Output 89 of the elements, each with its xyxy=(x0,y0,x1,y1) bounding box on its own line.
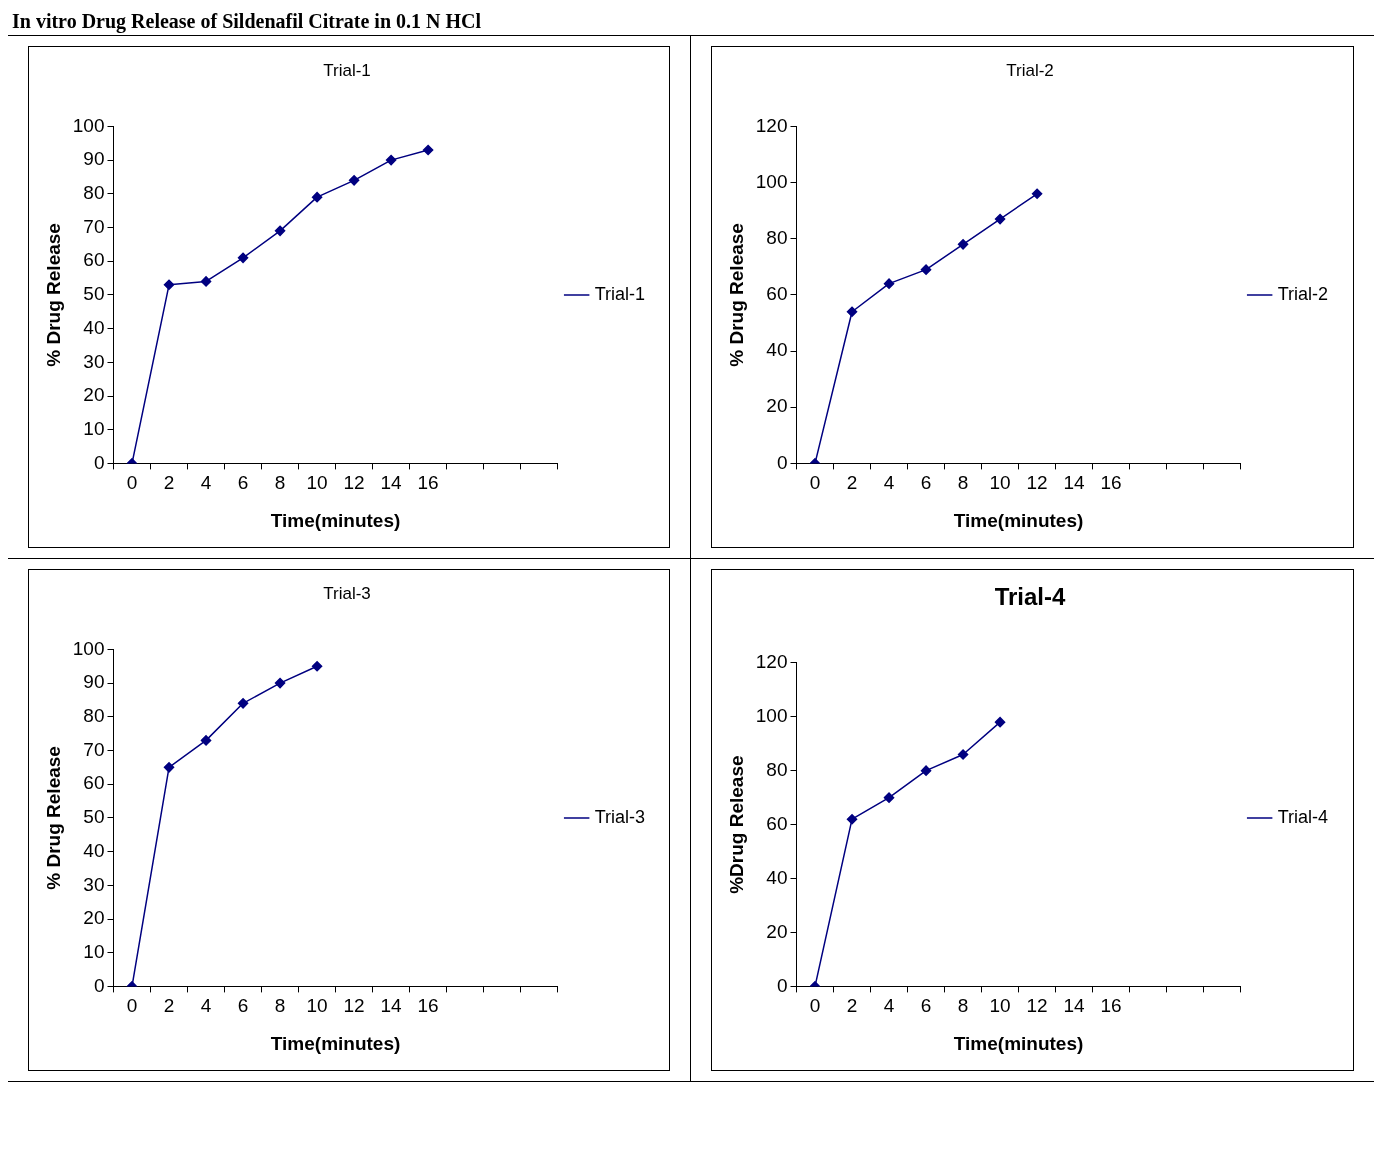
x-tick-label: 8 xyxy=(274,472,286,494)
x-tick-label: 2 xyxy=(163,995,175,1017)
x-tick-label: 14 xyxy=(1063,472,1086,494)
y-tick-label: 90 xyxy=(83,671,105,693)
legend-label: Trial-1 xyxy=(594,283,646,304)
x-tick-label: 6 xyxy=(237,995,249,1017)
x-axis-title: Time(minutes) xyxy=(953,509,1084,531)
y-tick-label: 80 xyxy=(766,226,788,248)
x-tick-label: 6 xyxy=(920,995,932,1017)
y-tick-label: 100 xyxy=(755,170,788,192)
text: In vitro Drug Release of Sildenafil Citrate in 0.1 N HCl xyxy=(11,9,483,35)
y-axis-title: % Drug Release xyxy=(725,223,747,367)
x-tick-label: 2 xyxy=(846,472,858,494)
y-tick-label: 0 xyxy=(776,974,788,996)
y-tick-label: 120 xyxy=(755,114,788,136)
legend-label: Trial-2 xyxy=(1277,283,1329,304)
x-tick-label: 0 xyxy=(126,995,138,1017)
x-tick-label: 2 xyxy=(163,472,175,494)
x-axis-title: Time(minutes) xyxy=(270,1032,401,1054)
x-tick-label: 12 xyxy=(343,472,365,494)
x-tick-label: 0 xyxy=(809,995,821,1017)
x-tick-label: 16 xyxy=(1100,995,1122,1017)
y-tick-label: 40 xyxy=(83,316,105,338)
y-tick-label: 20 xyxy=(766,920,788,942)
y-tick-label: 60 xyxy=(766,812,788,834)
x-axis-title: Time(minutes) xyxy=(953,1032,1084,1054)
y-tick-label: 80 xyxy=(83,182,105,204)
y-tick-label: 40 xyxy=(83,839,105,861)
y-tick-label: 0 xyxy=(93,974,105,996)
x-tick-label: 6 xyxy=(237,472,249,494)
x-tick-label: 12 xyxy=(343,995,365,1017)
y-tick-label: 80 xyxy=(766,758,788,780)
y-tick-label: 30 xyxy=(83,873,105,895)
y-axis-title: % Drug Release xyxy=(42,223,64,367)
chart-title: Trial-1 xyxy=(323,60,371,80)
y-tick-label: 100 xyxy=(72,114,105,136)
y-axis-title: % Drug Release xyxy=(42,746,64,890)
y-tick-label: 0 xyxy=(93,451,105,473)
x-tick-label: 12 xyxy=(1026,995,1048,1017)
x-tick-label: 4 xyxy=(200,995,212,1017)
y-tick-label: 60 xyxy=(83,249,105,271)
y-tick-label: 10 xyxy=(83,940,105,962)
chart-title: Trial-3 xyxy=(323,583,371,603)
y-tick-label: 120 xyxy=(755,651,788,673)
x-tick-label: 10 xyxy=(989,995,1011,1017)
x-tick-label: 4 xyxy=(883,995,895,1017)
x-tick-label: 10 xyxy=(306,472,328,494)
x-tick-label: 8 xyxy=(274,995,286,1017)
x-tick-label: 16 xyxy=(417,472,439,494)
x-tick-label: 14 xyxy=(380,995,403,1017)
y-tick-label: 30 xyxy=(83,350,105,372)
y-tick-label: 60 xyxy=(83,772,105,794)
x-axis-title: Time(minutes) xyxy=(270,509,401,531)
x-tick-label: 8 xyxy=(957,472,969,494)
y-tick-label: 50 xyxy=(83,806,105,828)
y-tick-label: 70 xyxy=(83,215,105,237)
y-tick-label: 90 xyxy=(83,148,105,170)
x-tick-label: 14 xyxy=(1063,995,1086,1017)
chart-title: Trial-2 xyxy=(1006,60,1054,80)
x-tick-label: 16 xyxy=(1100,472,1122,494)
y-tick-label: 100 xyxy=(72,637,105,659)
x-tick-label: 4 xyxy=(883,472,895,494)
y-tick-label: 60 xyxy=(766,283,788,305)
y-axis-title: %Drug Release xyxy=(725,755,747,894)
y-tick-label: 10 xyxy=(83,417,105,439)
y-tick-label: 20 xyxy=(766,395,788,417)
x-tick-label: 0 xyxy=(809,472,821,494)
y-tick-label: 20 xyxy=(83,384,105,406)
y-tick-label: 50 xyxy=(83,283,105,305)
y-tick-label: 80 xyxy=(83,705,105,727)
x-tick-label: 4 xyxy=(200,472,212,494)
legend-label: Trial-3 xyxy=(594,806,646,827)
x-tick-label: 0 xyxy=(126,472,138,494)
x-tick-label: 8 xyxy=(957,995,969,1017)
x-tick-label: 14 xyxy=(380,472,403,494)
y-tick-label: 40 xyxy=(766,339,788,361)
x-tick-label: 16 xyxy=(417,995,439,1017)
legend-label: Trial-4 xyxy=(1277,806,1329,827)
x-tick-label: 12 xyxy=(1026,472,1048,494)
x-tick-label: 10 xyxy=(989,472,1011,494)
y-tick-label: 20 xyxy=(83,907,105,929)
y-tick-label: 100 xyxy=(755,704,788,726)
y-tick-label: 70 xyxy=(83,738,105,760)
y-tick-label: 40 xyxy=(766,866,788,888)
x-tick-label: 2 xyxy=(846,995,858,1017)
x-tick-label: 10 xyxy=(306,995,328,1017)
y-tick-label: 0 xyxy=(776,451,788,473)
x-tick-label: 6 xyxy=(920,472,932,494)
chart-title: Trial-4 xyxy=(994,583,1066,611)
